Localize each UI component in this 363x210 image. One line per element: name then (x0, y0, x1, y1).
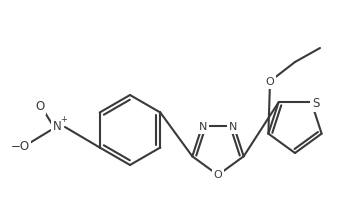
Text: +: + (61, 114, 68, 123)
Text: −O: −O (11, 140, 29, 154)
Text: O: O (266, 77, 274, 87)
Text: O: O (35, 101, 45, 113)
Text: S: S (312, 97, 319, 110)
Text: N: N (199, 122, 207, 132)
Text: N: N (53, 121, 61, 134)
Text: N: N (229, 122, 237, 132)
Text: O: O (213, 170, 223, 180)
